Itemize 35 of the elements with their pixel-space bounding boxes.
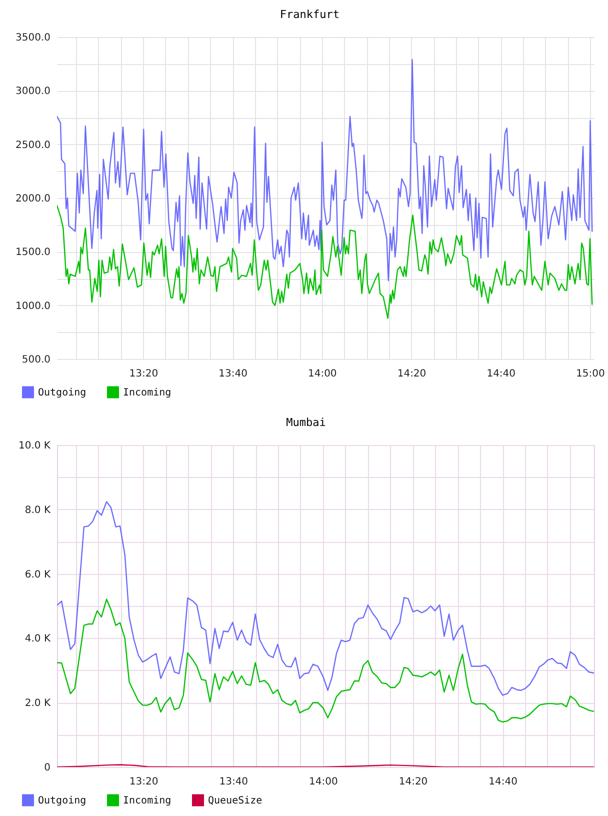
legend-label: Outgoing [38,795,86,806]
y-tick-label: 3500.0 [16,32,50,44]
x-tick-label: 13:40 [218,368,248,380]
x-tick-label: 13:20 [129,368,158,380]
legend-label: Incoming [123,795,172,806]
y-tick-label: 500.0 [22,354,50,366]
x-tick-label: 13:40 [219,776,248,788]
x-tick-label: 14:20 [397,368,426,380]
y-tick-label: 2000.0 [16,194,50,204]
chart-title: Mumbai [286,416,326,429]
y-tick-label: 2500.0 [16,140,50,151]
y-tick-label: 8.0 K [24,504,51,516]
x-tick-label: 14:40 [488,776,518,788]
y-tick-label: 10.0 K [18,440,51,452]
y-tick-label: 1000.0 [16,300,50,312]
x-tick-label: 14:00 [309,776,338,788]
x-tick-label: 14:40 [486,368,516,380]
y-tick-label: 4.0 K [24,634,51,645]
y-tick-label: 2.0 K [24,698,51,710]
y-tick-label: 1500.0 [16,247,50,258]
chart-title: Frankfurt [280,8,340,21]
legend-label: Outgoing [38,387,86,398]
legend-label: Incoming [123,387,172,398]
y-tick-label: 0 [44,762,50,774]
y-tick-label: 6.0 K [24,569,51,580]
line-series [57,58,593,282]
line-series [57,598,594,723]
legend-label: QueueSize [208,795,262,806]
x-tick-label: 14:20 [398,776,428,788]
line-series [57,501,594,696]
x-tick-label: 14:00 [308,368,337,380]
line-series [57,204,593,319]
x-tick-label: 15:00 [576,368,605,380]
x-tick-label: 13:20 [129,776,158,788]
y-tick-label: 3000.0 [16,86,50,98]
